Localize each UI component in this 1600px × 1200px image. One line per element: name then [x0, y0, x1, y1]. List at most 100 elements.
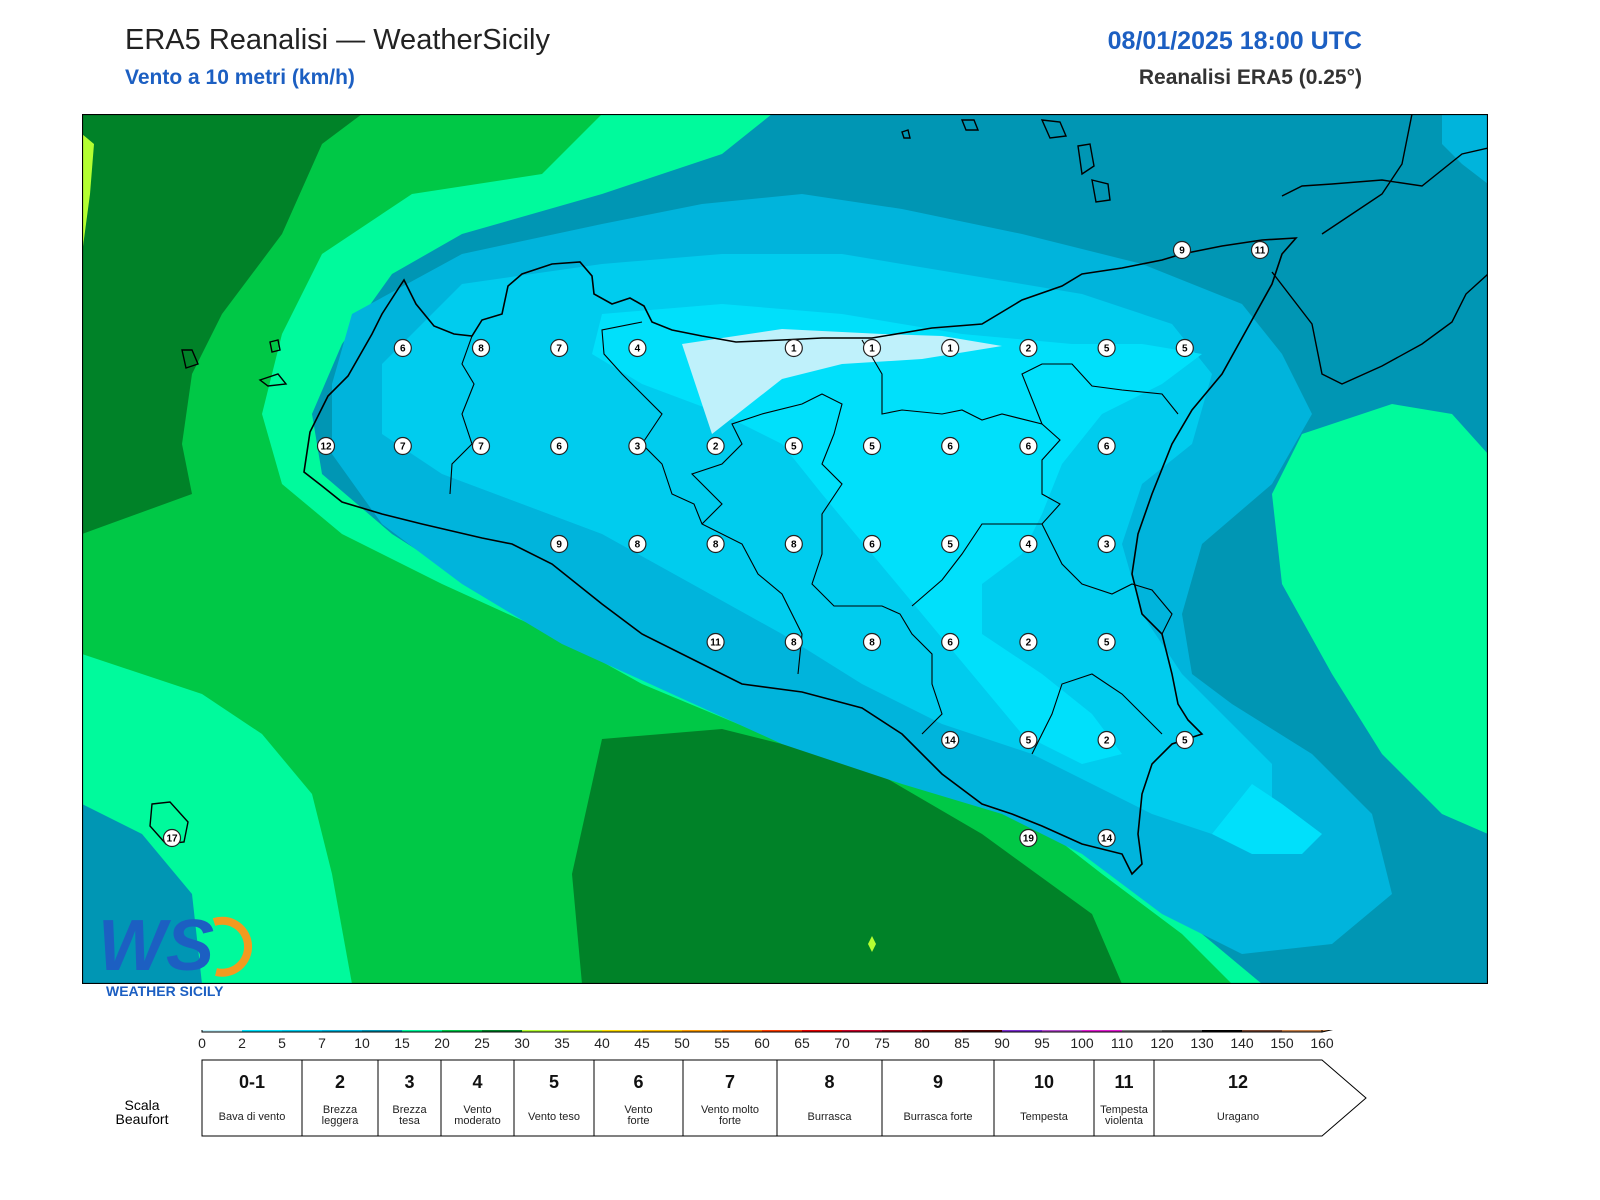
beaufort-number: 8 — [824, 1072, 834, 1092]
wind-speed-value: 6 — [947, 442, 953, 453]
wind-speed-value: 8 — [635, 540, 641, 551]
colorbar-tick-label: 120 — [1150, 1035, 1174, 1051]
wind-speed-value: 5 — [1182, 344, 1188, 355]
beaufort-number: 3 — [404, 1072, 414, 1092]
wind-speed-value: 8 — [791, 540, 797, 551]
colorbar-tick-label: 45 — [634, 1035, 650, 1051]
wind-speed-marker: 8 — [862, 632, 882, 652]
wind-speed-value: 14 — [945, 736, 957, 747]
beaufort-description: Vento forte — [624, 1104, 652, 1127]
wind-speed-value: 6 — [869, 540, 875, 551]
wind-speed-value: 8 — [478, 344, 484, 355]
wind-speed-value: 8 — [713, 540, 719, 551]
beaufort-number: 7 — [725, 1072, 735, 1092]
wind-speed-marker: 5 — [1175, 338, 1194, 358]
wind-speed-marker: 8 — [784, 632, 803, 652]
colorbar-tick-label: 35 — [554, 1035, 570, 1051]
weather-sicily-logo: WS WEATHER SICILY — [98, 906, 253, 999]
beaufort-class: 4 Vento moderato — [440, 1059, 515, 1137]
islands — [149, 114, 1488, 845]
beaufort-class: 7 Vento molto forte — [682, 1059, 778, 1137]
wind-speed-value: 6 — [400, 344, 406, 355]
colorbar-tick-label: 15 — [394, 1035, 410, 1051]
beaufort-number: 6 — [633, 1072, 643, 1092]
beaufort-description: Vento molto forte — [701, 1104, 759, 1127]
colorbar-segment — [762, 1030, 803, 1032]
logo-text: WEATHER SICILY — [106, 983, 224, 999]
wind-speed-value: 6 — [1104, 442, 1110, 453]
wind-speed-marker: 6 — [1097, 436, 1116, 456]
beaufort-description: Burrasca — [807, 1111, 852, 1123]
wind-speed-value: 19 — [1023, 834, 1035, 845]
wind-speed-marker: 19 — [1019, 828, 1038, 848]
wind-speed-value: 1 — [947, 344, 953, 355]
wind-map: 6 8 7 4 1 1 1 2 5 512 7 7 6 3 2 5 5 6 6 69 8 8 8 6 5 4 311 8 8 6 2 514 5… — [82, 114, 1488, 984]
wind-speed-value: 6 — [1026, 442, 1032, 453]
colorbar-tick-label: 30 — [514, 1035, 530, 1051]
colorbar-tick-label: 2 — [238, 1035, 246, 1051]
colorbar-tick-label: 160 — [1310, 1035, 1334, 1051]
wind-speed-marker: 6 — [862, 534, 882, 554]
wind-speed-value: 5 — [1104, 638, 1110, 649]
beaufort-description: Vento teso — [528, 1111, 580, 1123]
wind-speed-value: 3 — [1104, 540, 1110, 551]
colorbar-tick-label: 150 — [1270, 1035, 1294, 1051]
wind-speed-value: 4 — [635, 344, 641, 355]
wind-speed-value: 2 — [1026, 344, 1032, 355]
wind-speed-marker: 11 — [1250, 240, 1270, 260]
wind-speed-value: 2 — [713, 442, 719, 453]
data-source: Reanalisi ERA5 (0.25°) — [1138, 66, 1362, 89]
colorbar-tick-label: 60 — [754, 1035, 770, 1051]
beaufort-class: 8 Burrasca — [776, 1059, 883, 1137]
beaufort-description: Brezza leggera — [322, 1104, 360, 1127]
wind-field — [82, 114, 1488, 984]
wind-speed-marker: 6 — [941, 632, 960, 652]
wind-speed-marker: 6 — [550, 436, 569, 456]
wind-speed-value: 5 — [1104, 344, 1110, 355]
wind-speed-marker: 2 — [1019, 338, 1038, 358]
wind-speed-marker: 11 — [706, 632, 725, 652]
colorbar-tick-label: 55 — [714, 1035, 730, 1051]
wind-speed-value: 9 — [556, 540, 562, 551]
beaufort-title: Scala Beaufort — [116, 1097, 169, 1127]
wind-speed-marker: 8 — [706, 534, 725, 554]
colorbar-segment — [1242, 1030, 1283, 1032]
wind-speed-value: 5 — [1182, 736, 1188, 747]
colorbar-tick-label: 110 — [1111, 1035, 1134, 1051]
wind-speed-marker: 12 — [316, 436, 336, 456]
map-subtitle: Vento a 10 metri (km/h) — [125, 66, 355, 89]
beaufort-description: Vento moderato — [454, 1104, 500, 1127]
colorbar-tick-label: 50 — [674, 1035, 690, 1051]
colorbar-ticks: 0 2 5 7 10 15 20 25 30 35 40 45 50 55 60 65 70 75 80 85 90 95… — [198, 1035, 1334, 1051]
wind-speed-marker: 2 — [1097, 730, 1116, 750]
wind-speed-value: 1 — [869, 344, 875, 355]
wind-speed-marker: 17 — [162, 828, 182, 848]
colorbar-tick-label: 95 — [1034, 1035, 1050, 1051]
wind-speed-marker: 8 — [784, 534, 803, 554]
wind-speed-marker: 1 — [784, 338, 803, 358]
colorbar-tick-label: 90 — [994, 1035, 1010, 1051]
colorbar-tick-label: 140 — [1230, 1035, 1254, 1051]
colorbar-segment — [842, 1030, 883, 1032]
colorbar-segment — [722, 1030, 763, 1032]
colorbar-segment — [282, 1030, 323, 1032]
colorbar-segment — [562, 1030, 603, 1032]
wind-speed-marker: 3 — [628, 436, 647, 456]
beaufort-number: 9 — [933, 1072, 943, 1092]
map-title: ERA5 Reanalisi — WeatherSicily — [125, 24, 550, 56]
colorbar-tick-label: 80 — [914, 1035, 930, 1051]
colorbar-tick-label: 5 — [278, 1035, 286, 1051]
beaufort-description: Uragano — [1217, 1111, 1259, 1123]
colorbar-segment — [882, 1030, 923, 1032]
colorbar-tick-label: 75 — [874, 1035, 890, 1051]
logo-mark: WS — [98, 906, 214, 986]
wind-speed-value: 2 — [1026, 638, 1032, 649]
wind-speed-value: 7 — [556, 344, 562, 355]
wind-speed-value: 5 — [947, 540, 953, 551]
colorbar-segment — [1082, 1030, 1123, 1032]
beaufort-number: 12 — [1228, 1072, 1248, 1092]
colorbar-tick-label: 0 — [198, 1035, 206, 1051]
colorbar-segment — [802, 1030, 843, 1032]
wind-speed-value: 17 — [166, 834, 178, 845]
colorbar-segment — [1002, 1030, 1043, 1032]
